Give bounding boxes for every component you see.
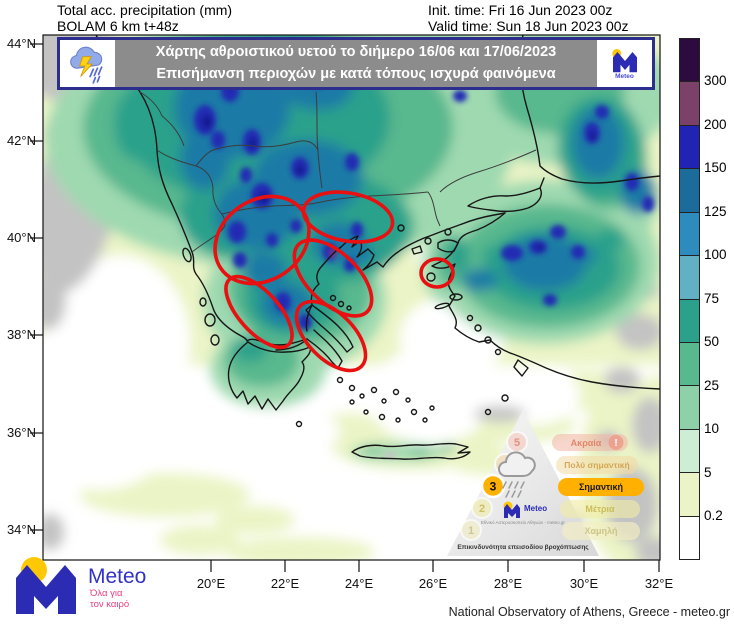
header-left: Total acc. precipitation (mm) BOLAM 6 km… <box>57 2 232 34</box>
highlight-ellipse-thessaly <box>292 238 374 318</box>
legend-logo-text: Meteo <box>524 504 547 513</box>
colorbar-segment <box>680 429 699 474</box>
banner-logo-box: Meteo <box>597 40 652 87</box>
rainfall-risk-legend: Ακραία ! Πολύ σημαντική Σημαντική Μέτρια… <box>447 410 644 556</box>
footer-logo-title: Meteo <box>88 565 146 588</box>
axis-ticks <box>30 43 660 572</box>
risk-label-1: Χαμηλή <box>584 526 617 536</box>
storm-cloud-icon <box>69 46 102 84</box>
logo-m-icon <box>16 565 76 614</box>
risk-circle-2 <box>471 497 493 519</box>
lon-label-32e: 32°E <box>644 576 674 591</box>
footer-logo-tagline2: τον καιρό <box>90 599 129 610</box>
colorbar-label-125: 125 <box>704 204 727 219</box>
exclamation-badge <box>608 435 624 450</box>
colorbar-label-150: 150 <box>704 160 727 175</box>
risk-level-rows: Ακραία ! Πολύ σημαντική Σημαντική Μέτρια… <box>552 434 644 540</box>
attribution: National Observatory of Athens, Greece -… <box>448 605 730 619</box>
lon-label-24e: 24°E <box>344 576 374 591</box>
exclamation-mark: ! <box>614 438 617 449</box>
highlight-ellipse-attica <box>294 299 368 373</box>
risk-circle-1 <box>460 519 482 541</box>
colorbar-label-50: 50 <box>704 334 720 349</box>
lon-label-30e: 30°E <box>569 576 599 591</box>
risk-label-5: Ακραία <box>571 438 602 448</box>
highlight-ellipse-macedonia <box>301 190 395 244</box>
product-title: Total acc. precipitation (mm) <box>57 2 233 18</box>
precipitation-colorbar <box>679 38 700 560</box>
colorbar-segment <box>680 299 699 343</box>
banner-title: Χάρτης αθροιστικού υετού το διήμερο 16/0… <box>115 40 597 87</box>
legend-logo-small-text: Εθνικό Αστεροσκοπείο Αθηνών - meteo.gr <box>481 519 565 525</box>
legend-caption: Επικινδυνότητα επεισοδίου βροχόπτωσης <box>457 544 589 551</box>
storm-icon-box <box>60 40 115 87</box>
colorbar-label-300: 300 <box>704 73 727 88</box>
legend-meteo-logo: Meteo Εθνικό Αστεροσκοπείο Αθηνών - mete… <box>481 501 565 525</box>
risk-label-4: Πολύ σημαντική <box>564 460 630 470</box>
colorbar-label-10: 10 <box>704 421 720 436</box>
lat-label-38n: 38°N <box>6 327 36 342</box>
rain-cloud-icon <box>498 451 536 498</box>
meteo-logo-icon <box>611 48 637 72</box>
lat-label-42n: 42°N <box>6 133 36 148</box>
model-info: BOLAM 6 km t+48z <box>57 18 179 34</box>
colorbar-segment <box>680 125 699 170</box>
risk-num-3: 3 <box>490 480 497 494</box>
risk-label-2: Μέτρια <box>585 504 615 514</box>
colorbar-segment <box>680 169 699 213</box>
risk-pill-1 <box>562 522 640 540</box>
colorbar-label-25: 25 <box>704 378 720 393</box>
colorbar-label-200: 200 <box>704 117 727 132</box>
lon-label-26e: 26°E <box>418 576 448 591</box>
risk-num-2: 2 <box>479 503 485 515</box>
header-right: Init. time: Fri 16 Jun 2023 00z Valid ti… <box>428 2 660 34</box>
risk-num-1: 1 <box>468 525 474 537</box>
colorbar-label-75: 75 <box>704 291 720 306</box>
lat-label-36n: 36°N <box>6 425 36 440</box>
lat-label-44n: 44°N <box>6 36 36 51</box>
colorbar-segment <box>680 212 699 257</box>
colorbar-segment <box>680 386 699 430</box>
storm-highlight-ellipses <box>213 190 455 373</box>
highlight-ellipse-east-aegean <box>419 257 455 289</box>
valid-time: Valid time: Sun 18 Jun 2023 00z <box>428 18 629 34</box>
lon-label-20e: 20°E <box>196 576 226 591</box>
highlight-ellipse-west-greece <box>224 274 294 350</box>
banner-title-line1: Χάρτης αθροιστικού υετού το διήμερο 16/0… <box>155 44 557 60</box>
lon-label-28e: 28°E <box>493 576 523 591</box>
lat-label-40n: 40°N <box>6 230 36 245</box>
risk-pill-2 <box>560 500 640 518</box>
coastlines <box>95 35 660 460</box>
footer-logo-tagline1: Όλα για <box>89 588 123 599</box>
banner-logo-label: Meteo <box>615 72 634 80</box>
colorbar-segment <box>680 82 699 126</box>
colorbar-segment <box>680 516 699 560</box>
risk-label-3: Σημαντική <box>579 482 623 492</box>
colorbar-label-0-2: 0.2 <box>704 508 723 523</box>
footer-meteo-logo: Meteo Όλα για τον καιρό <box>16 557 146 614</box>
risk-pill-5 <box>552 434 628 451</box>
colorbar-label-100: 100 <box>704 247 727 262</box>
colorbar-label-5: 5 <box>704 465 712 480</box>
map-frame <box>42 34 661 561</box>
banner-title-line2: Επισήμανση περιοχών με κατά τόπους ισχυρ… <box>156 66 556 82</box>
lon-label-22e: 22°E <box>270 576 300 591</box>
title-banner: Χάρτης αθροιστικού υετού το διήμερο 16/0… <box>57 37 655 90</box>
risk-pill-3-active <box>558 478 644 496</box>
colorbar-segment <box>680 473 699 517</box>
colorbar-segment <box>680 39 699 83</box>
lat-label-34n: 34°N <box>6 522 36 537</box>
risk-num-5: 5 <box>514 437 520 449</box>
init-time: Init. time: Fri 16 Jun 2023 00z <box>428 2 613 18</box>
colorbar-segment <box>680 342 699 387</box>
risk-pill-4 <box>556 456 638 474</box>
colorbar-segment <box>680 256 699 300</box>
